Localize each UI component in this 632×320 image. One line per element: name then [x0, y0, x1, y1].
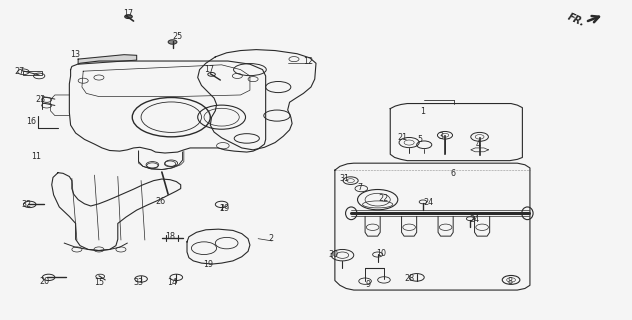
Text: 29: 29: [220, 204, 230, 213]
Text: 1: 1: [420, 107, 425, 116]
Text: 6: 6: [451, 169, 456, 178]
Text: 22: 22: [379, 194, 389, 203]
Text: 31: 31: [339, 174, 349, 183]
Text: 32: 32: [21, 200, 32, 209]
Text: 12: 12: [303, 57, 313, 66]
Text: 30: 30: [329, 250, 339, 259]
Text: 17: 17: [123, 9, 133, 18]
Text: 24: 24: [470, 215, 480, 224]
Text: 19: 19: [203, 260, 213, 268]
Text: 25: 25: [173, 32, 183, 41]
Text: 21: 21: [398, 133, 408, 142]
Text: 9: 9: [365, 280, 370, 289]
Text: 33: 33: [133, 278, 143, 287]
Text: 3: 3: [438, 132, 443, 141]
Bar: [23, 70, 42, 75]
Text: 8: 8: [507, 277, 513, 286]
Circle shape: [125, 15, 132, 19]
Text: 11: 11: [32, 152, 42, 161]
Text: 27: 27: [14, 67, 24, 76]
Text: FR.: FR.: [566, 12, 586, 28]
Text: 28: 28: [404, 274, 414, 283]
Text: 13: 13: [71, 50, 81, 59]
Text: 26: 26: [155, 197, 165, 206]
Text: 14: 14: [167, 278, 178, 287]
Text: 15: 15: [94, 278, 104, 287]
Circle shape: [168, 40, 177, 44]
Text: 23: 23: [35, 95, 46, 104]
Text: 10: 10: [377, 249, 386, 258]
Text: 2: 2: [268, 234, 273, 243]
Text: 17: 17: [204, 65, 214, 74]
Text: 16: 16: [27, 117, 37, 126]
Text: 7: 7: [358, 183, 363, 192]
Text: 18: 18: [165, 232, 175, 241]
Text: 4: 4: [476, 140, 481, 149]
Text: 24: 24: [423, 198, 433, 207]
Polygon shape: [78, 55, 137, 64]
Text: 20: 20: [39, 277, 49, 286]
Text: 5: 5: [417, 135, 422, 144]
